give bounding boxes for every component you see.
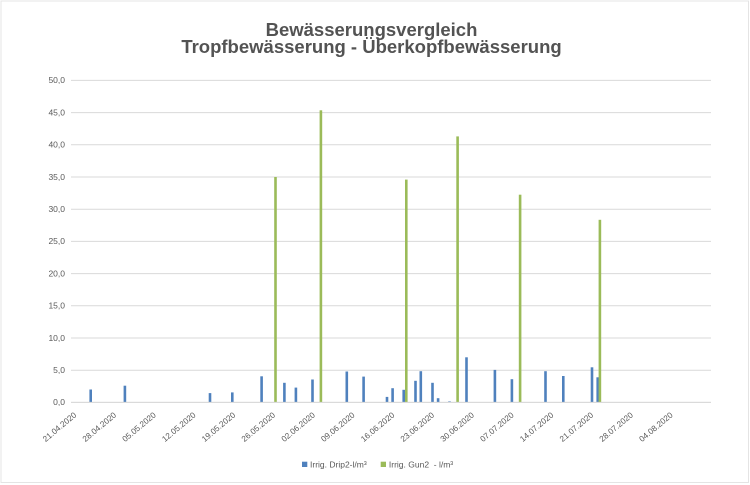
svg-text:5,0: 5,0 [53,365,65,375]
svg-text:20,0: 20,0 [48,268,65,278]
svg-text:10,0: 10,0 [48,333,65,343]
svg-text:15,0: 15,0 [48,301,65,311]
svg-text:40,0: 40,0 [48,140,65,150]
svg-text:Irrig. Gun2 - l/m³: Irrig. Gun2 - l/m³ [389,459,453,469]
svg-text:50,0: 50,0 [48,75,65,85]
svg-text:45,0: 45,0 [48,107,65,117]
svg-text:0,0: 0,0 [53,397,65,407]
svg-text:Bewässerungsvergleich: Bewässerungsvergleich [266,19,478,40]
svg-text:30,0: 30,0 [48,204,65,214]
svg-text:35,0: 35,0 [48,172,65,182]
svg-text:Tropfbewässerung - Überkopfbew: Tropfbewässerung - Überkopfbewässerung [181,36,561,57]
svg-text:25,0: 25,0 [48,236,65,246]
svg-text:Irrig. Drip2-l/m³: Irrig. Drip2-l/m³ [310,459,367,469]
